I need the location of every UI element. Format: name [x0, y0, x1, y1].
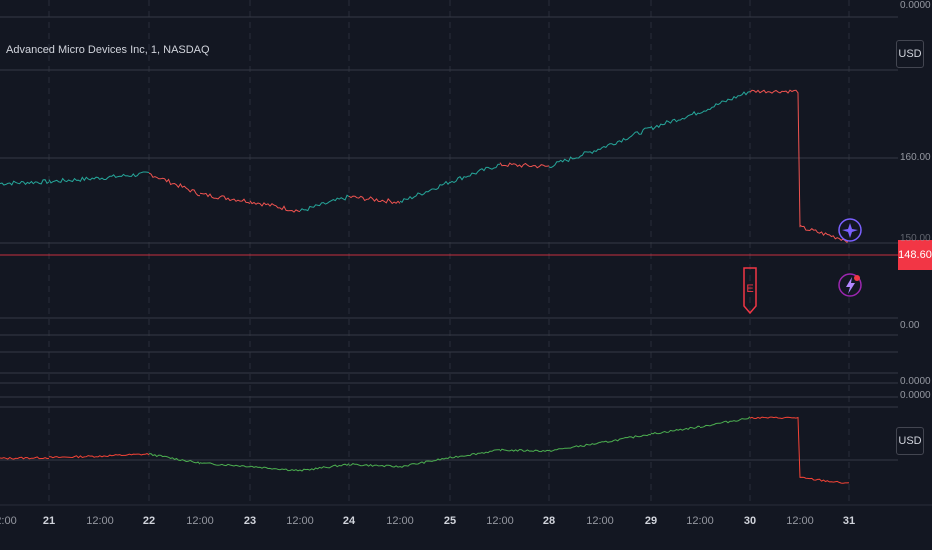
indicator-segment [399, 456, 451, 468]
indicator-segment [650, 425, 701, 435]
price-segment [650, 110, 701, 131]
price-series [0, 89, 850, 244]
x-axis-tick-label: 12:00 [786, 515, 814, 527]
y-label-zero-low: 0.0000 [900, 376, 931, 387]
currency-button-top[interactable]: USD [896, 40, 924, 68]
x-axis-tick-label: 22 [142, 515, 156, 527]
price-segment [399, 180, 451, 203]
indicator-segment [299, 463, 350, 472]
indicator-series [0, 416, 850, 484]
x-axis-tick-label: 31 [842, 515, 856, 527]
indicator-segment [548, 441, 601, 452]
price-segment [0, 179, 50, 186]
price-segment [148, 172, 201, 197]
price-segment [249, 200, 301, 213]
x-axis-tick-label: 24 [342, 515, 356, 527]
indicator-segment [199, 462, 251, 468]
indicator-segment [499, 448, 550, 453]
indicator-segment [699, 416, 751, 428]
indicator-segment [148, 453, 201, 465]
x-axis-tick-label: 12:00 [286, 515, 314, 527]
x-axis-tick-label: 12:00 [86, 515, 114, 527]
indicator-segment [749, 416, 801, 478]
price-segment [749, 89, 801, 228]
x-axis-tick-label: 12:00 [686, 515, 714, 527]
price-segment [599, 127, 651, 151]
x-axis-tick-label: 12:00 [186, 515, 214, 527]
x-axis-tick-label: 23 [243, 515, 257, 527]
price-segment [449, 163, 501, 184]
price-segment [499, 162, 550, 169]
x-axis-tick-label: 2:00 [0, 515, 17, 527]
price-segment [48, 176, 101, 184]
y-label-top-zero: 0.0000 [900, 0, 931, 11]
price-segment [799, 224, 850, 244]
price-segment [199, 192, 251, 204]
currency-button-bottom[interactable]: USD [896, 427, 924, 455]
indicator-segment [250, 465, 301, 472]
x-axis-tick-label: 12:00 [586, 515, 614, 527]
y-label-150-partial: 150.00 [900, 233, 931, 244]
current-price-tag: 148.60 [898, 240, 932, 270]
x-axis-tick-label: 28 [542, 515, 556, 527]
indicator-segment [599, 433, 652, 443]
indicator-segment [49, 455, 101, 459]
plus-icon[interactable] [838, 218, 862, 242]
x-axis-tick-label: 12:00 [486, 515, 514, 527]
price-segment [299, 194, 350, 212]
indicator-segment [449, 449, 500, 459]
price-segment [99, 171, 150, 180]
price-segment [548, 148, 601, 169]
price-segment [699, 91, 751, 114]
lightning-icon[interactable] [838, 273, 862, 297]
indicator-segment [348, 463, 401, 468]
x-axis-tick-label: 21 [42, 515, 56, 527]
indicator-segment [99, 453, 150, 458]
chart-grid [0, 0, 932, 506]
x-axis-tick-label: 30 [743, 515, 757, 527]
indicator-segment [0, 456, 50, 460]
indicator-segment [799, 476, 850, 484]
y-label-zero-bottom-pane: 0.0000 [900, 390, 931, 401]
price-segment [348, 195, 401, 205]
x-axis-tick-label: 25 [443, 515, 457, 527]
y-label-160: 160.00 [900, 152, 931, 163]
x-axis-tick-label: 29 [644, 515, 658, 527]
earnings-marker[interactable]: E [743, 267, 757, 315]
earnings-icon-label: E [746, 283, 753, 295]
y-label-zero-mid: 0.00 [900, 320, 920, 331]
symbol-title: Advanced Micro Devices Inc, 1, NASDAQ [6, 44, 210, 56]
x-axis-tick-label: 12:00 [386, 515, 414, 527]
